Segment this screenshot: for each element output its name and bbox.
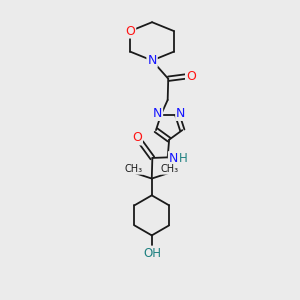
Text: N: N (176, 107, 185, 120)
Text: OH: OH (143, 247, 161, 260)
Text: CH₃: CH₃ (161, 164, 179, 174)
Text: N: N (169, 152, 178, 165)
Text: O: O (125, 25, 135, 38)
Text: N: N (153, 107, 162, 120)
Text: H: H (178, 152, 188, 165)
Text: N: N (147, 54, 157, 67)
Text: O: O (132, 131, 142, 144)
Text: CH₃: CH₃ (124, 164, 142, 174)
Text: O: O (186, 70, 196, 83)
